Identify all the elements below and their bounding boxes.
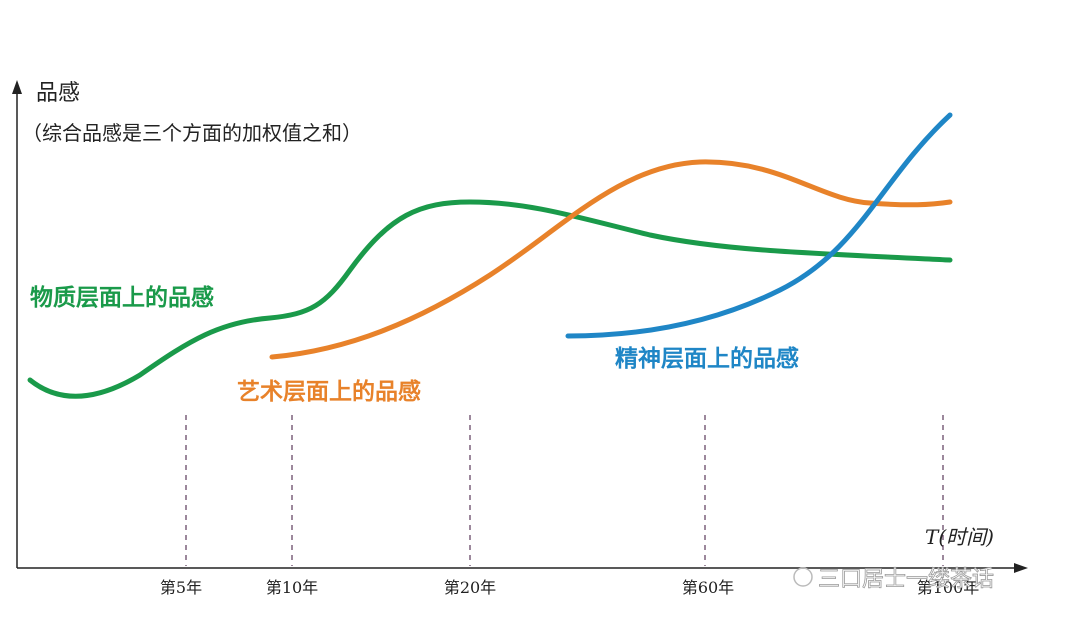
x-tick-label: 第60年: [682, 578, 734, 597]
curve-label: 精神层面上的品感: [615, 345, 799, 372]
x-tick-label: 第100年: [917, 578, 980, 597]
x-tick-label: 第5年: [160, 578, 202, 597]
x-tick-label: 第10年: [266, 578, 318, 597]
x-tick-label: 第20年: [444, 578, 496, 597]
x-arrow: [1014, 563, 1028, 573]
art-curve: [269, 159, 953, 360]
y-axis-note: （综合品感是三个方面的加权值之和）: [22, 121, 362, 145]
x-axis-label: T(时间): [925, 525, 994, 549]
curve-label: 物质层面上的品感: [30, 284, 214, 311]
watermark-icon: [793, 567, 813, 587]
curve-label: 艺术层面上的品感: [237, 378, 421, 405]
y-axis-label: 品感: [36, 81, 80, 106]
watermark: 三口居士一缕茶话: [818, 567, 994, 592]
material-curve: [27, 199, 953, 399]
y-arrow: [12, 80, 22, 94]
spirit-curve: [565, 112, 953, 339]
